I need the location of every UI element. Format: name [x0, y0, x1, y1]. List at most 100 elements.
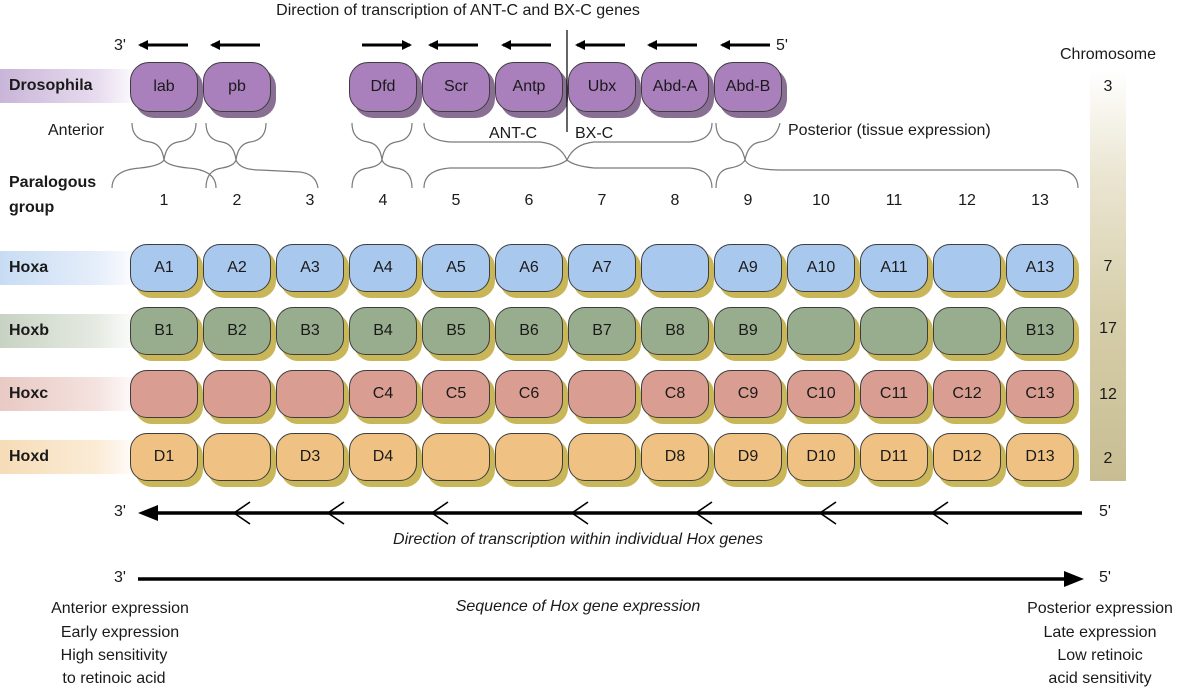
gene-b8: B8: [641, 307, 709, 355]
gene-ubx: Ubx: [568, 62, 636, 112]
paralogous-group-5: 5: [451, 192, 461, 209]
right-note-2: Late expression: [1043, 624, 1157, 641]
gene-b7: B7: [568, 307, 636, 355]
row-label-hoxd: Hoxd: [0, 440, 140, 474]
gene-slot-empty-hoxb-10: [787, 307, 855, 355]
paralogous-group-13: 13: [1031, 192, 1049, 209]
gene-a7: A7: [568, 244, 636, 292]
gene-c11: C11: [860, 370, 928, 418]
gene-d11: D11: [860, 433, 928, 481]
right-note-4: acid sensitivity: [1048, 670, 1152, 687]
gene-dfd: Dfd: [349, 62, 417, 112]
gene-c10: C10: [787, 370, 855, 418]
paralogous-group-4: 4: [378, 192, 388, 209]
gene-c6: C6: [495, 370, 563, 418]
sequence-5prime-label: 5': [1099, 569, 1111, 586]
individual-3prime-label: 3': [114, 503, 126, 520]
paralogous-group-6: 6: [524, 192, 534, 209]
gene-b2: B2: [203, 307, 271, 355]
paralogous-group-12: 12: [958, 192, 976, 209]
brace-abdb-top: [715, 122, 781, 161]
brace-dfd-top: [351, 122, 413, 161]
brace-group4-bottom: [351, 158, 413, 189]
paralogous-label: Paralogous: [9, 174, 97, 191]
chevrons: [232, 501, 949, 525]
brace-group2-3-bottom: [205, 158, 319, 189]
posterior-label: Posterior (tissue expression): [788, 122, 991, 139]
left-note-3: High sensitivity: [60, 647, 168, 664]
gene-slot-empty-hoxc-1: [130, 370, 198, 418]
gene-b3: B3: [276, 307, 344, 355]
gene-a9: A9: [714, 244, 782, 292]
gene-slot-empty-hoxc-3: [276, 370, 344, 418]
chromosome-hoxb: 17: [1099, 320, 1117, 337]
brace-lab-top: [131, 122, 197, 161]
left-note-1: Anterior expression: [51, 600, 189, 617]
gene-slot-empty-hoxd-2: [203, 433, 271, 481]
row-label-hoxb: Hoxb: [0, 314, 140, 348]
row-label-drosophila: Drosophila: [0, 69, 140, 103]
row-label-hoxc: Hoxc: [0, 377, 140, 411]
gene-d13: D13: [1006, 433, 1074, 481]
sequence-3prime-label: 3': [114, 569, 126, 586]
gene-d12: D12: [933, 433, 1001, 481]
individual-arrowhead: [138, 505, 158, 521]
cluster-label: Hoxc: [9, 385, 49, 402]
chromosome-hoxc: 12: [1099, 386, 1117, 403]
cluster-label: Hoxa: [9, 259, 49, 276]
brace-group5-8-bottom: [423, 159, 713, 189]
paralogous-group-11: 11: [885, 192, 903, 209]
gene-c4: C4: [349, 370, 417, 418]
chromosome-header: Chromosome: [1059, 46, 1157, 63]
paralogous-group-10: 10: [812, 192, 830, 209]
gene-abd-b: Abd-B: [714, 62, 782, 112]
chromosome-bar: [1090, 70, 1126, 481]
paralogous-group-9: 9: [743, 192, 753, 209]
gene-b9: B9: [714, 307, 782, 355]
homology-braces: [111, 122, 1079, 189]
gene-c5: C5: [422, 370, 490, 418]
gene-a5: A5: [422, 244, 490, 292]
gene-slot-empty-hoxb-12: [933, 307, 1001, 355]
gene-antp: Antp: [495, 62, 563, 112]
gene-a6: A6: [495, 244, 563, 292]
sequence-arrowhead: [1064, 571, 1084, 587]
right-note-3: Low retinoic: [1057, 647, 1143, 664]
gene-c8: C8: [641, 370, 709, 418]
gene-b13: B13: [1006, 307, 1074, 355]
paralogous-group-2: 2: [232, 192, 242, 209]
paralogous-group-1: 1: [159, 192, 169, 209]
top-3prime-label: 3': [114, 37, 126, 54]
chromosome-hoxd: 2: [1103, 450, 1113, 467]
individual-5prime-label: 5': [1099, 503, 1111, 520]
gene-a1: A1: [130, 244, 198, 292]
gene-a11: A11: [860, 244, 928, 292]
gene-slot-empty-hoxc-7: [568, 370, 636, 418]
gene-slot-empty-hoxa-12: [933, 244, 1001, 292]
gene-c12: C12: [933, 370, 1001, 418]
gene-lab: lab: [130, 62, 198, 112]
gene-b5: B5: [422, 307, 490, 355]
gene-scr: Scr: [422, 62, 490, 112]
gene-a10: A10: [787, 244, 855, 292]
gene-d4: D4: [349, 433, 417, 481]
gene-d3: D3: [276, 433, 344, 481]
anterior-label: Anterior: [48, 122, 105, 139]
brace-group1-bottom: [111, 158, 217, 189]
row-label-hoxa: Hoxa: [0, 251, 140, 285]
group-label: group: [9, 199, 55, 216]
individual-caption: Direction of transcription within indivi…: [393, 531, 763, 548]
gene-a3: A3: [276, 244, 344, 292]
gene-d8: D8: [641, 433, 709, 481]
gene-b6: B6: [495, 307, 563, 355]
gene-a13: A13: [1006, 244, 1074, 292]
chromosome-drosophila: 3: [1103, 78, 1113, 95]
brace-pb-top: [205, 122, 267, 161]
gene-b1: B1: [130, 307, 198, 355]
gene-slot-empty-hoxd-6: [495, 433, 563, 481]
gene-slot-empty-hoxd-7: [568, 433, 636, 481]
top-5prime-label: 5': [776, 37, 788, 54]
gene-a4: A4: [349, 244, 417, 292]
cluster-label: Hoxb: [9, 322, 49, 339]
